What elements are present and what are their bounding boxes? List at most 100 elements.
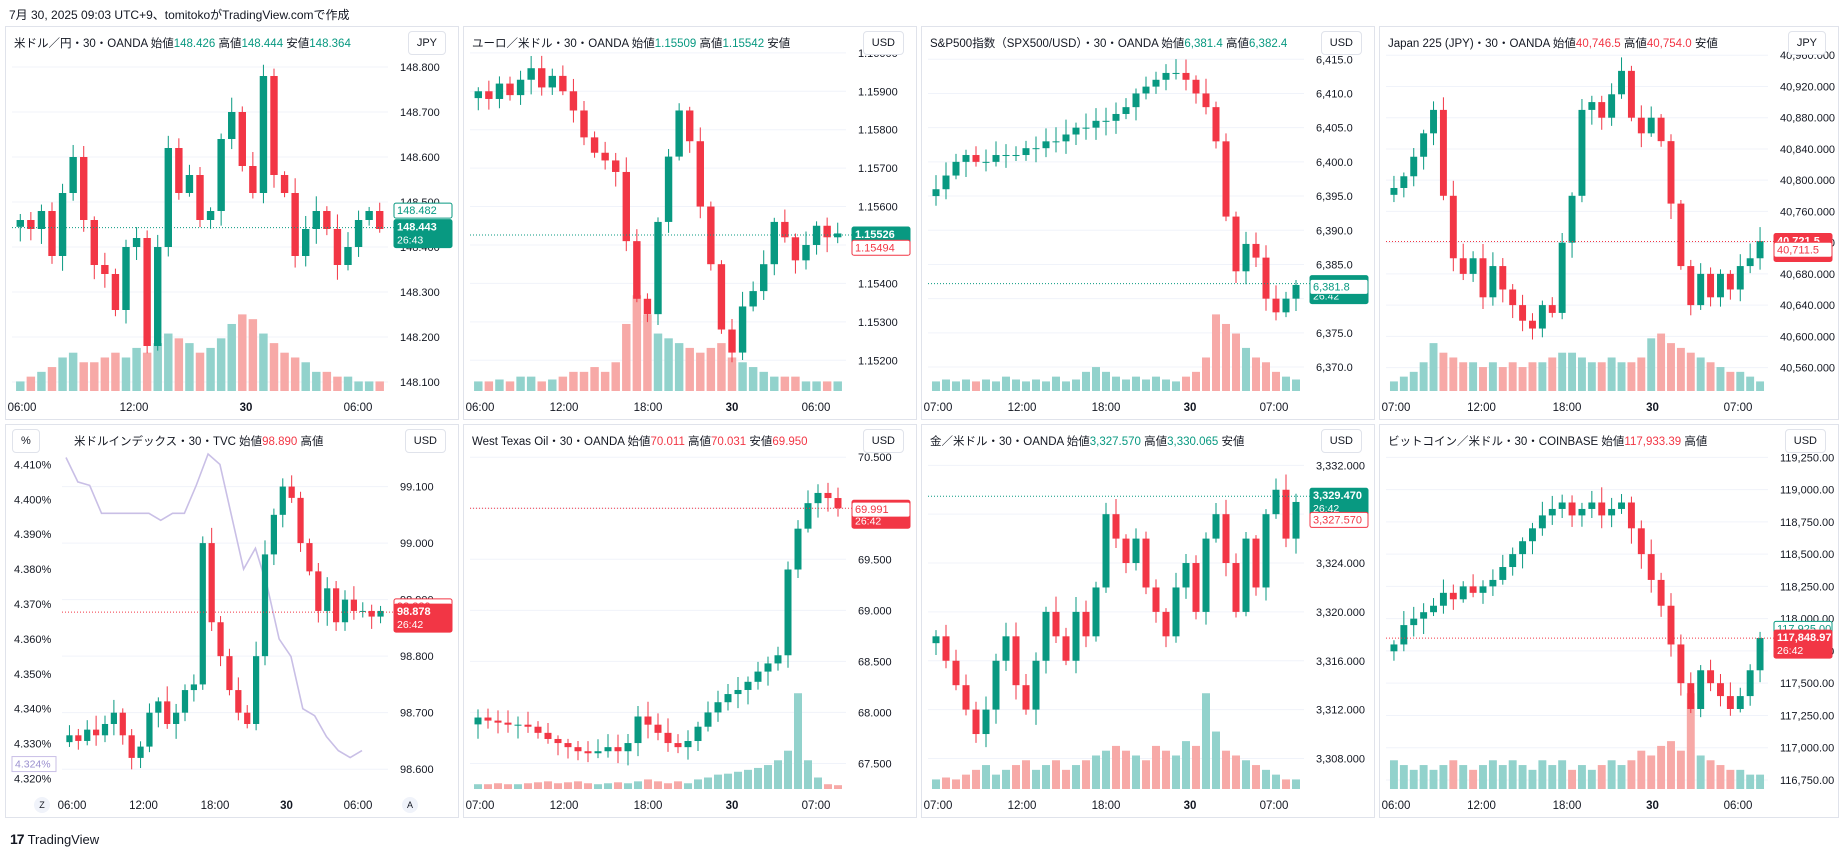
candle (1152, 579, 1160, 623)
y-tick-label: 40,920.000 (1780, 81, 1835, 93)
x-tick-label: 18:00 (1092, 800, 1121, 812)
x-tick-label: 18:00 (634, 800, 663, 812)
ohlc-label: 始値 (1066, 436, 1090, 448)
volume-bar (1736, 371, 1745, 391)
volume-bar (1232, 755, 1240, 789)
x-tick-label: 30 (726, 402, 739, 414)
chart-panel-8[interactable]: 119,250.00 119,000.00 118,750.00 118,500.00… (1379, 424, 1839, 818)
candle (728, 318, 736, 363)
volume-bar (1558, 760, 1567, 789)
candle (1598, 487, 1606, 529)
chart-svg[interactable]: 1.160001.159001.158001.157001.156001.155… (464, 27, 917, 420)
candle (1390, 175, 1398, 203)
chart-panel-4[interactable]: 40,960.000 40,920.000 40,880.000 40,840.000… (1379, 26, 1839, 420)
chart-panel-2[interactable]: 1.160001.159001.158001.157001.156001.155… (463, 26, 917, 420)
chart-svg[interactable]: 99.10099.00098.90098.80098.70098.6004.41… (6, 425, 459, 818)
volume-bar (1548, 357, 1557, 391)
candle (302, 215, 310, 267)
volume-bar (972, 381, 980, 391)
volume-bar (1597, 362, 1606, 391)
candle (175, 138, 183, 200)
currency-button[interactable]: USD (862, 31, 904, 55)
currency-button[interactable]: USD (1784, 429, 1826, 453)
chart-svg[interactable]: 70.50070.00069.50069.00068.50068.00067.5… (464, 425, 917, 818)
chart-svg[interactable]: 6,415.0 6,410.0 6,405.0 6,400.0 6,395.0 6,390… (922, 27, 1375, 420)
volume-bar (1122, 750, 1130, 789)
volume-bar (1192, 371, 1200, 391)
ohlc-label: 高値 (1144, 436, 1168, 448)
volume-bar (1587, 769, 1596, 789)
volume-bar (514, 784, 522, 789)
volume-bar (1092, 755, 1100, 789)
volume-bar (1172, 381, 1180, 391)
percent-axis-button[interactable]: % (12, 429, 40, 453)
x-tick-label: 07:00 (466, 800, 495, 812)
candle (1647, 106, 1655, 137)
chart-panel-3[interactable]: 6,415.0 6,410.0 6,405.0 6,400.0 6,395.0 6,390… (921, 26, 1375, 420)
chart-panel-6[interactable]: 70.50070.00069.50069.00068.50068.00067.5… (463, 424, 917, 818)
candle (1726, 270, 1734, 300)
volume-bar (1686, 693, 1695, 789)
candle (1439, 579, 1447, 614)
price-tag: 6,381.8 (1309, 278, 1369, 295)
volume-bar (495, 379, 504, 391)
candle (1667, 593, 1675, 657)
volume-bar (26, 376, 36, 391)
price-tag-text: 1.15494 (855, 242, 895, 254)
volume-bar (1617, 765, 1626, 789)
volume-bar (643, 314, 652, 391)
candle (1182, 59, 1190, 91)
zoom-button[interactable]: Z (34, 797, 50, 813)
currency-button[interactable]: JPY (407, 31, 446, 55)
volume-bar (1012, 379, 1020, 391)
volume-bar (333, 376, 342, 391)
chart-panel-5[interactable]: 99.10099.00098.90098.80098.70098.6004.41… (5, 424, 459, 818)
candle (1122, 534, 1130, 574)
chart-svg[interactable]: 119,250.00 119,000.00 118,750.00 118,500.00… (1380, 425, 1839, 818)
volume-bar (1746, 774, 1755, 789)
volume-bar (1716, 765, 1725, 789)
y-tick-label: 148.800 (400, 62, 440, 74)
candle (749, 281, 757, 312)
volume-bar (1262, 769, 1270, 789)
candle (1618, 57, 1625, 99)
left-tick-label: 4.350% (14, 669, 52, 681)
x-tick-label: 30 (1646, 800, 1659, 812)
candle (1112, 102, 1120, 134)
chart-svg[interactable]: 3,332.0003,328.0003,324.0003,320.0003,31… (922, 425, 1375, 818)
chart-svg[interactable]: 40,960.00040,920.00040,880.00040,840.000… (1380, 27, 1839, 420)
candle (1132, 528, 1140, 571)
currency-button[interactable]: USD (862, 429, 904, 453)
currency-button[interactable]: USD (1320, 429, 1362, 453)
ohlc-label: 高値 (699, 38, 723, 50)
y-tick-label: 6,405.0 (1316, 123, 1353, 135)
volume-bar (780, 376, 790, 391)
candle (1142, 531, 1150, 595)
candle (1677, 200, 1685, 270)
candle (350, 586, 357, 620)
ohlc-value: 40,746.5 (1575, 38, 1624, 50)
volume-bar (505, 381, 515, 391)
candle (1400, 611, 1408, 652)
auto-scale-button[interactable]: A (402, 797, 418, 813)
x-tick-label: 06:00 (466, 402, 495, 414)
chart-svg[interactable]: 148.800148.700148.600148.500148.400148.3… (6, 27, 459, 420)
currency-button[interactable]: USD (1320, 31, 1362, 55)
candle (217, 616, 224, 667)
countdown-text: 26:42 (855, 515, 881, 527)
countdown-text: 26:42 (397, 619, 423, 631)
volume-bar (1142, 379, 1150, 391)
volume-bar (584, 783, 592, 789)
currency-button[interactable]: USD (404, 429, 446, 453)
volume-bar (1212, 314, 1220, 391)
tradingview-footer[interactable]: 17 TradingView (10, 831, 99, 847)
chart-panel-7[interactable]: 3,332.0003,328.0003,324.0003,320.0003,31… (921, 424, 1375, 818)
candle (37, 204, 46, 244)
chart-panel-1[interactable]: 148.800148.700148.600148.500148.400148.3… (5, 26, 459, 420)
candle (674, 734, 682, 754)
left-tick-label: 4.370% (14, 599, 52, 611)
currency-button[interactable]: JPY (1787, 31, 1826, 55)
y-tick-label: 68.000 (858, 707, 892, 719)
volume-bar (1528, 362, 1537, 391)
volume-bar (90, 362, 99, 391)
